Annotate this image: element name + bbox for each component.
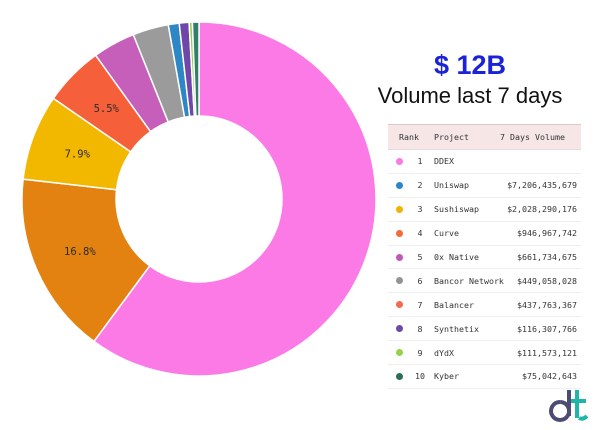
row-volume: $449,058,028 bbox=[517, 275, 577, 286]
header-volume: 7 Days Volume bbox=[500, 132, 565, 142]
legend-dot bbox=[395, 301, 403, 309]
slice-uniswap bbox=[21, 178, 151, 343]
legend-dot bbox=[395, 372, 403, 380]
legend-dot bbox=[395, 325, 403, 333]
row-rank: 2 bbox=[417, 180, 423, 191]
slice-label: 7.9% bbox=[65, 148, 91, 160]
row-project: DDEX bbox=[434, 156, 454, 167]
dt-logo bbox=[549, 390, 588, 422]
legend-dot-cell bbox=[388, 372, 410, 380]
row-project: Sushiswap bbox=[434, 204, 479, 215]
legend-dot-cell bbox=[388, 181, 410, 189]
slice-label: 16.8% bbox=[64, 246, 96, 258]
legend-dot bbox=[395, 349, 403, 357]
legend-dot bbox=[395, 181, 403, 189]
table-row: 8 Synthetix $116,307,766 bbox=[388, 317, 581, 342]
legend-dot-cell bbox=[388, 157, 410, 165]
row-volume: $75,042,643 bbox=[522, 371, 577, 382]
table-row: 10 Kyber $75,042,643 bbox=[388, 365, 581, 389]
legend-dot-cell bbox=[388, 325, 410, 333]
row-rank: 10 bbox=[415, 371, 425, 382]
table-row: 1 DDEX bbox=[388, 150, 581, 174]
slice-kyber bbox=[191, 21, 200, 117]
row-project: Bancor Network bbox=[434, 275, 504, 286]
row-project: Uniswap bbox=[434, 180, 469, 191]
legend-dot-cell bbox=[388, 277, 410, 285]
legend-dot bbox=[395, 277, 403, 285]
slice-ddex bbox=[92, 21, 377, 377]
row-volume: $946,967,742 bbox=[517, 228, 577, 239]
table-row: 9 dYdX $111,573,121 bbox=[388, 341, 581, 366]
ranking-table: Rank Project 7 Days Volume 1 DDEX 2 Uniswap… bbox=[388, 124, 581, 389]
row-project: 0x Native bbox=[434, 252, 479, 262]
row-project: Curve bbox=[434, 228, 459, 239]
row-rank: 8 bbox=[417, 323, 423, 334]
row-volume: $7,206,435,679 bbox=[507, 180, 577, 191]
table-header: Rank Project 7 Days Volume bbox=[388, 124, 581, 150]
headline-subtitle: Volume last 7 days bbox=[377, 83, 563, 108]
row-rank: 6 bbox=[417, 275, 423, 286]
legend-dot-cell bbox=[388, 349, 410, 357]
table-body: 1 DDEX 2 Uniswap $7,206,435,679 3 Sushiswap $2,… bbox=[388, 150, 581, 389]
table-row: 2 Uniswap $7,206,435,679 bbox=[388, 174, 581, 198]
table-row: 3 Sushiswap $2,028,290,176 bbox=[388, 198, 581, 222]
legend-dot-cell bbox=[388, 229, 410, 237]
legend-dot bbox=[395, 253, 403, 261]
header-project: Project bbox=[434, 132, 469, 142]
legend-dot-cell bbox=[388, 205, 410, 213]
row-rank: 5 bbox=[417, 252, 423, 262]
table-row: 4 Curve $946,967,742 bbox=[388, 222, 581, 246]
legend-dot bbox=[395, 205, 403, 213]
row-volume: $116,307,766 bbox=[517, 323, 577, 334]
header-rank: Rank bbox=[399, 132, 419, 142]
row-rank: 1 bbox=[417, 156, 423, 167]
row-volume: $661,734,675 bbox=[517, 252, 577, 262]
legend-dot bbox=[395, 157, 403, 165]
table-row: 7 Balancer $437,763,367 bbox=[388, 293, 581, 318]
row-rank: 9 bbox=[417, 347, 423, 358]
row-volume: $437,763,367 bbox=[517, 299, 577, 310]
donut-chart: 16.8% 7.9% 5.5% bbox=[21, 21, 377, 377]
row-project: Synthetix bbox=[434, 323, 479, 334]
row-volume: $2,028,290,176 bbox=[507, 204, 577, 215]
table-row: 6 Bancor Network $449,058,028 bbox=[388, 269, 581, 294]
row-volume: $111,573,121 bbox=[517, 347, 577, 358]
row-rank: 4 bbox=[417, 228, 423, 239]
slice-label: 5.5% bbox=[94, 103, 120, 115]
row-rank: 3 bbox=[417, 204, 423, 215]
total-volume: $ 12B bbox=[433, 50, 507, 80]
row-project: Kyber bbox=[434, 371, 459, 382]
row-project: dYdX bbox=[434, 347, 454, 358]
row-rank: 7 bbox=[417, 299, 423, 310]
table-row: 5 0x Native $661,734,675 bbox=[388, 246, 581, 270]
legend-dot bbox=[395, 229, 403, 237]
headline: $ 12B Volume last 7 days bbox=[355, 48, 585, 110]
legend-dot-cell bbox=[388, 253, 410, 261]
row-project: Balancer bbox=[434, 299, 474, 310]
legend-dot-cell bbox=[388, 301, 410, 309]
